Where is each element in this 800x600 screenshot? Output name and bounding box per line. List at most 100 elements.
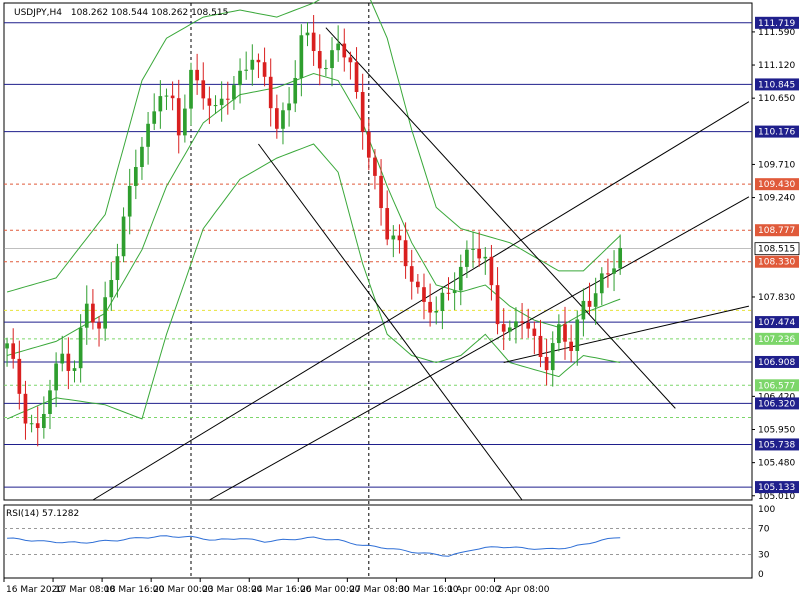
time-tick-label: 27 Mar 08:00 <box>349 585 409 595</box>
ohlc-label: 108.262 108.544 108.262 108.515 <box>71 8 228 18</box>
candle-bull <box>514 321 518 328</box>
price-tick-label: 111.120 <box>758 61 795 71</box>
candle-bear <box>268 76 273 109</box>
price-tick-label: 109.710 <box>758 160 795 170</box>
candle-bear <box>17 358 22 394</box>
candle-bear <box>409 266 414 282</box>
candle-bear <box>532 328 537 336</box>
candle-bull <box>593 293 598 307</box>
level-label-box <box>755 178 799 191</box>
candle-bear <box>317 51 322 69</box>
candle-bull <box>557 324 561 344</box>
candle-bull <box>618 247 623 269</box>
rsi-tick-label: 30 <box>758 551 770 561</box>
candle-bear <box>397 235 402 241</box>
candle-bear <box>489 256 494 286</box>
level-label: 110.176 <box>758 128 795 138</box>
candle-bull <box>48 390 52 414</box>
candle-bull <box>54 363 58 391</box>
candle-bull <box>238 70 242 86</box>
candle-bear <box>501 324 506 332</box>
candle-bull <box>281 110 285 129</box>
candle-bear <box>35 423 40 429</box>
candle-bull <box>336 43 340 51</box>
candle-bear <box>91 303 95 323</box>
level-label-box <box>755 355 799 368</box>
candle-bear <box>176 98 181 136</box>
candle-bull <box>164 95 169 97</box>
candle-bull <box>575 319 580 351</box>
rsi-panel: 100 70 30 0 <box>4 505 775 580</box>
candle-bull <box>324 68 328 70</box>
bollinger-bands <box>6 0 621 420</box>
candle-bull <box>103 297 108 329</box>
candle-bull <box>550 343 555 371</box>
chart-header: USDJPY,H4 108.262 108.544 108.262 108.51… <box>14 8 228 18</box>
level-label-box <box>755 16 799 29</box>
price-tick-label: 110.650 <box>758 94 795 104</box>
level-label: 105.738 <box>758 440 795 450</box>
level-label: 106.320 <box>758 399 795 409</box>
candle-bull <box>183 108 187 136</box>
price-tick-label: 107.830 <box>758 293 795 303</box>
candle-bear <box>23 393 28 424</box>
level-label: 107.236 <box>758 335 795 345</box>
candle-bear <box>66 353 71 371</box>
candle-bull <box>599 273 604 294</box>
price-tick-label: 105.010 <box>758 492 795 502</box>
rsi-frame <box>3 504 753 579</box>
candle-bear <box>416 281 420 288</box>
level-label: 107.474 <box>758 318 795 328</box>
candle-bull <box>109 280 114 298</box>
candle-bull <box>612 268 616 274</box>
candle-bull <box>158 96 163 112</box>
time-tick-label: 2 Apr 08:00 <box>496 585 549 595</box>
bollinger-band <box>6 143 621 420</box>
candle-bear <box>262 62 267 77</box>
candle-bull <box>72 368 77 371</box>
candle-bear <box>446 292 451 294</box>
rsi-label: RSI(14) 57.1282 <box>6 509 79 519</box>
level-label: 105.133 <box>758 483 795 493</box>
candle-bear <box>201 80 206 99</box>
candle-bull <box>483 256 488 259</box>
level-label: 108.330 <box>758 258 795 268</box>
price-tick-label: 111.590 <box>758 28 795 38</box>
candle-bull <box>189 69 193 109</box>
trendline <box>325 27 676 409</box>
rsi-tick-label: 100 <box>758 505 775 515</box>
candle-bull <box>244 69 249 71</box>
candle-bear <box>569 341 573 351</box>
candle-bear <box>195 69 199 81</box>
trendline <box>503 305 750 364</box>
level-label-box <box>755 125 799 138</box>
level-label: 110.845 <box>758 80 795 90</box>
candle-bull <box>84 303 89 328</box>
candle-bull <box>434 311 439 313</box>
candle-bear <box>256 59 261 63</box>
candle-bear <box>379 175 383 209</box>
candle-bull <box>213 105 218 107</box>
candle-bull <box>127 185 132 217</box>
time-tick-label: 26 Mar 00:00 <box>300 585 360 595</box>
candle-bear <box>428 301 432 313</box>
level-lines <box>3 2 753 579</box>
candle-bull <box>140 146 144 167</box>
price-tick-label: 109.240 <box>758 194 795 204</box>
candle-bull <box>299 35 304 78</box>
candle-bear <box>520 321 524 323</box>
level-label-box <box>755 397 799 410</box>
level-label-box <box>755 438 799 451</box>
candle-bull <box>465 249 469 267</box>
plot-frame <box>3 2 753 501</box>
candle-bear <box>366 131 371 158</box>
candle-bear <box>385 208 390 240</box>
candle-bear <box>587 300 592 307</box>
rsi-tick-label: 70 <box>758 525 770 535</box>
candle-bear <box>403 240 408 267</box>
candle-bull <box>452 290 457 294</box>
trendline <box>258 143 523 501</box>
candle-bull <box>5 343 9 349</box>
